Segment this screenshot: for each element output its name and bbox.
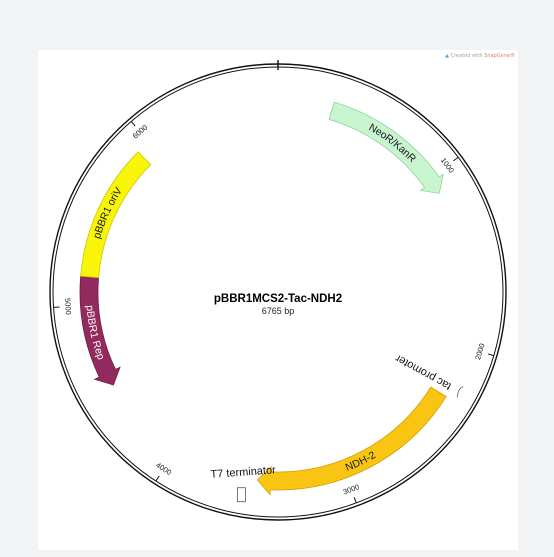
feature-label: T7 terminator	[210, 464, 276, 481]
credit-prefix: Created with	[450, 53, 483, 59]
tick-label: 5000	[63, 298, 73, 315]
feature-label: NeoR/KanR	[367, 121, 419, 165]
tick-mark	[353, 497, 357, 504]
tick-mark	[487, 353, 494, 357]
feature-t7-terminator-box[interactable]	[236, 487, 246, 503]
plasmid-length: 6765 bp	[262, 306, 295, 316]
plasmid-map: 1000 2000 3000 4000 5000 6000 NeoR/KanR tac pr…	[49, 60, 507, 521]
tick-label: 4000	[154, 460, 173, 477]
tick-mark	[155, 475, 160, 482]
map-panel: 1000 2000 3000 4000 5000 6000 NeoR/KanR tac pr…	[38, 50, 518, 550]
feature-pbbr1-oriv[interactable]	[80, 151, 152, 279]
feature-label: tac promoter	[393, 352, 453, 392]
tick-label: 1000	[439, 156, 456, 175]
snapgene-logo-icon: ▲	[445, 53, 450, 59]
tick-label: 2000	[473, 342, 486, 361]
tick-mark	[453, 156, 459, 162]
tick-mark	[130, 121, 136, 127]
tick-label: 3000	[342, 482, 361, 496]
plasmid-name: pBBR1MCS2-Tac-NDH2	[214, 293, 342, 305]
backbone-outer	[49, 63, 507, 521]
backbone-inner	[52, 66, 504, 518]
credit-brand: SnapGene®	[484, 53, 515, 59]
feature-tac-promoter-mark[interactable]	[456, 386, 464, 398]
feature-ndh-2[interactable]	[256, 386, 447, 496]
snapgene-credit: ▲ Created with SnapGene®	[445, 53, 515, 59]
tick-label: 6000	[131, 123, 150, 141]
feature-neor-kanr[interactable]	[328, 101, 444, 194]
feature-pbbr1-rep[interactable]	[79, 275, 121, 386]
